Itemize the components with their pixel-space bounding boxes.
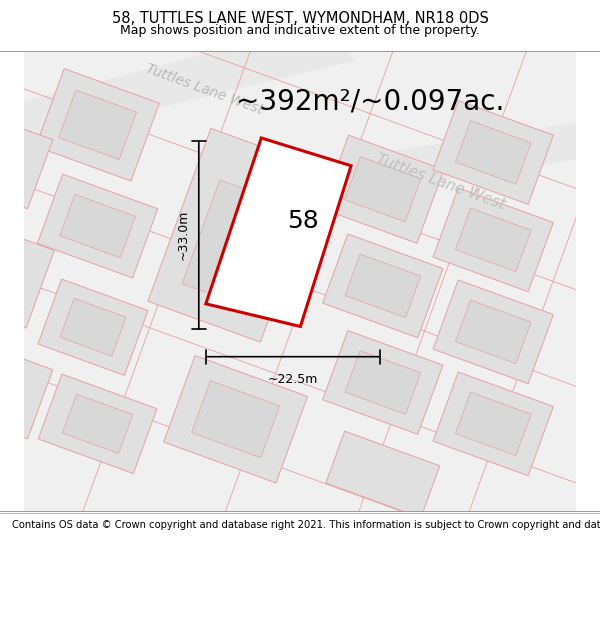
Text: ~392m²/~0.097ac.: ~392m²/~0.097ac. (236, 88, 504, 116)
Polygon shape (0, 225, 55, 328)
Polygon shape (455, 392, 531, 456)
Polygon shape (60, 194, 136, 258)
Polygon shape (323, 234, 443, 338)
Text: ~22.5m: ~22.5m (268, 373, 318, 386)
Text: Tuttles Lane West: Tuttles Lane West (374, 151, 507, 213)
Polygon shape (433, 101, 553, 204)
Polygon shape (59, 90, 137, 159)
Polygon shape (455, 121, 531, 184)
Polygon shape (323, 331, 443, 434)
Polygon shape (433, 372, 553, 476)
Polygon shape (38, 279, 148, 376)
Polygon shape (0, 114, 53, 209)
Text: ~33.0m: ~33.0m (176, 210, 190, 261)
Polygon shape (433, 188, 553, 292)
Polygon shape (263, 116, 600, 208)
Polygon shape (344, 157, 421, 222)
Polygon shape (322, 135, 444, 243)
Text: 58, TUTTLES LANE WEST, WYMONDHAM, NR18 0DS: 58, TUTTLES LANE WEST, WYMONDHAM, NR18 0… (112, 11, 488, 26)
Polygon shape (36, 69, 160, 181)
Polygon shape (206, 138, 351, 326)
Polygon shape (345, 254, 421, 318)
Text: Contains OS data © Crown copyright and database right 2021. This information is : Contains OS data © Crown copyright and d… (12, 521, 600, 531)
Polygon shape (433, 280, 553, 384)
Polygon shape (455, 300, 531, 364)
Polygon shape (38, 374, 157, 474)
Polygon shape (0, 344, 53, 439)
Polygon shape (5, 24, 355, 145)
Polygon shape (148, 128, 323, 342)
Polygon shape (191, 381, 280, 458)
Text: 58: 58 (287, 209, 319, 234)
Polygon shape (326, 431, 440, 518)
Polygon shape (164, 356, 308, 483)
Polygon shape (182, 180, 289, 309)
Polygon shape (455, 208, 531, 272)
Text: Tuttles Lane West: Tuttles Lane West (143, 62, 265, 118)
Polygon shape (60, 298, 126, 356)
Polygon shape (37, 174, 158, 278)
Polygon shape (62, 394, 133, 454)
Text: Map shows position and indicative extent of the property.: Map shows position and indicative extent… (120, 24, 480, 37)
Polygon shape (345, 351, 421, 414)
